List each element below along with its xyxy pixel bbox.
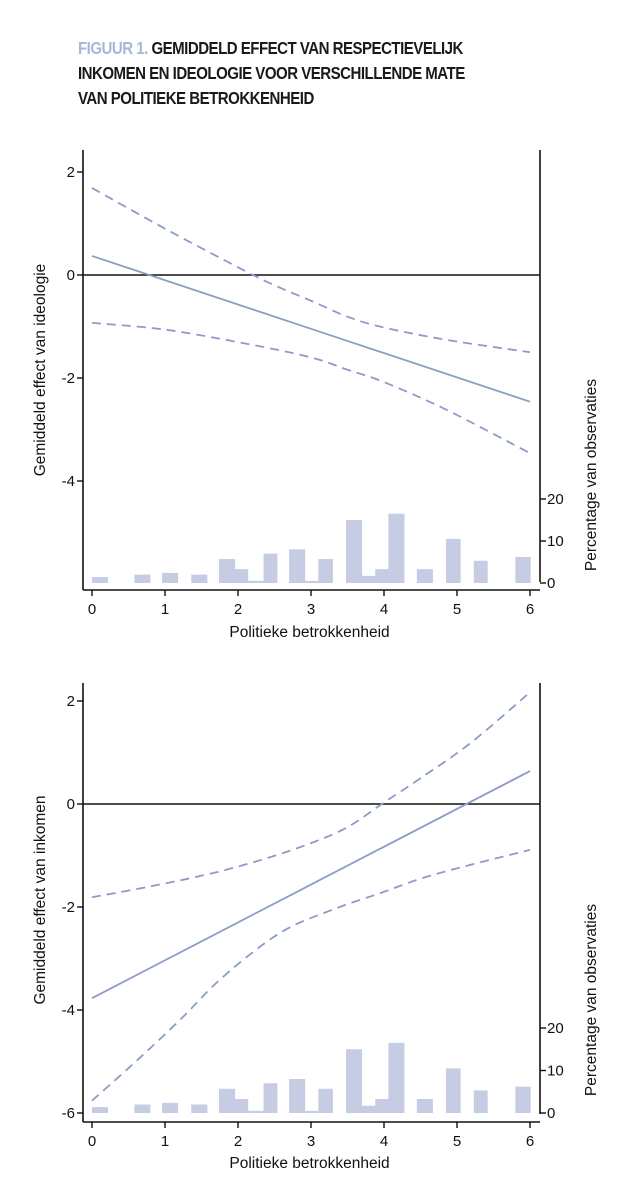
y2-tick-label: 20 xyxy=(547,1020,564,1037)
y-tick-label: -2 xyxy=(62,899,75,916)
histogram-bar xyxy=(359,575,376,583)
histogram-bar xyxy=(473,560,488,583)
series-effect xyxy=(91,255,531,403)
histogram-bar xyxy=(289,549,306,583)
x-tick-label: 6 xyxy=(526,1133,534,1150)
y-tick-label: 0 xyxy=(67,796,75,813)
y-tick-label: -6 xyxy=(62,1105,75,1122)
histogram-bar xyxy=(416,1098,433,1113)
y2-tick-label: 0 xyxy=(547,1105,555,1122)
histogram-bar xyxy=(248,580,264,583)
x-axis-label: Politieke betrokkenheid xyxy=(229,1155,389,1172)
y2-tick-label: 10 xyxy=(547,533,564,550)
histogram-bar xyxy=(446,1068,461,1113)
y2-tick-label: 10 xyxy=(547,1063,564,1080)
histogram-bar xyxy=(263,553,278,583)
histogram-bar xyxy=(359,1105,376,1113)
y2-tick-label: 0 xyxy=(547,575,555,592)
title-line-1: GEMIDDELD EFFECT VAN RESPECTIEVELIJK xyxy=(147,38,463,58)
y-tick-label: 0 xyxy=(67,267,75,284)
x-tick-label: 0 xyxy=(88,601,96,618)
histogram-bar xyxy=(388,1042,405,1113)
x-tick-label: 3 xyxy=(307,1133,315,1150)
histogram-bar xyxy=(305,1110,319,1113)
series-lower-ci xyxy=(91,848,531,1102)
y-tick-label: -4 xyxy=(62,473,75,490)
title-line-3: VAN POLITIEKE BETROKKENHEID xyxy=(78,88,314,108)
x-tick-label: 5 xyxy=(453,1133,461,1150)
series-upper-ci xyxy=(91,691,531,899)
figure-number: FIGUUR 1. xyxy=(78,38,148,58)
histogram-bar xyxy=(191,574,208,583)
histogram-bar xyxy=(233,569,249,583)
histogram-bar xyxy=(446,538,461,583)
y-tick-label: 2 xyxy=(67,164,75,181)
histogram-bar xyxy=(305,580,319,583)
x-tick-label: 4 xyxy=(380,601,388,618)
histogram-bar xyxy=(263,1083,278,1113)
y2-tick-label: 20 xyxy=(547,491,564,508)
series-lower-ci xyxy=(91,321,531,454)
histogram-bar xyxy=(375,569,390,583)
figure-title: FIGUUR 1. GEMIDDELD EFFECT VAN RESPECTIE… xyxy=(78,36,560,111)
histogram-bar xyxy=(515,1086,531,1113)
y2-axis-label: Percentage van observaties xyxy=(583,904,600,1096)
series-effect xyxy=(91,770,531,999)
x-tick-label: 0 xyxy=(88,1133,96,1150)
histogram-bar xyxy=(134,1104,151,1113)
y-axis-label: Gemiddeld effect van ideologie xyxy=(32,264,49,477)
histogram-bar xyxy=(346,1049,363,1113)
x-tick-label: 2 xyxy=(234,601,242,618)
x-tick-label: 1 xyxy=(161,601,169,618)
y-tick-label: -2 xyxy=(62,370,75,387)
histogram-bar xyxy=(375,1098,390,1113)
y-axis-label: Gemiddeld effect van inkomen xyxy=(32,795,49,1004)
histogram-bar xyxy=(162,1102,179,1113)
histogram-bar xyxy=(388,513,405,583)
histogram-bar xyxy=(233,1098,249,1113)
histogram-bar xyxy=(134,574,151,583)
x-tick-label: 5 xyxy=(453,601,461,618)
x-tick-label: 4 xyxy=(380,1133,388,1150)
histogram-bar xyxy=(92,1107,109,1113)
histogram-bar xyxy=(473,1090,488,1113)
y2-axis-label: Percentage van observaties xyxy=(583,379,600,571)
histogram-bar xyxy=(318,1088,333,1113)
x-tick-label: 6 xyxy=(526,601,534,618)
x-tick-label: 3 xyxy=(307,601,315,618)
x-tick-label: 1 xyxy=(161,1133,169,1150)
histogram-bar xyxy=(346,520,363,583)
x-tick-label: 2 xyxy=(234,1133,242,1150)
histogram-bar xyxy=(219,559,236,583)
histogram-bar xyxy=(515,556,531,583)
x-axis-label: Politieke betrokkenheid xyxy=(229,624,389,641)
histogram-bar xyxy=(191,1104,208,1113)
y-tick-label: -4 xyxy=(62,1002,75,1019)
histogram-bar xyxy=(219,1088,236,1113)
histogram-bar xyxy=(318,559,333,583)
y-tick-label: 2 xyxy=(67,693,75,710)
histogram-bar xyxy=(248,1110,264,1113)
histogram-bar xyxy=(289,1079,306,1113)
histogram-bar xyxy=(162,572,179,583)
series-upper-ci xyxy=(91,187,531,354)
title-line-2: INKOMEN EN IDEOLOGIE VOOR VERSCHILLENDE … xyxy=(78,63,465,83)
histogram-bar xyxy=(92,577,109,583)
histogram-bar xyxy=(416,569,433,583)
